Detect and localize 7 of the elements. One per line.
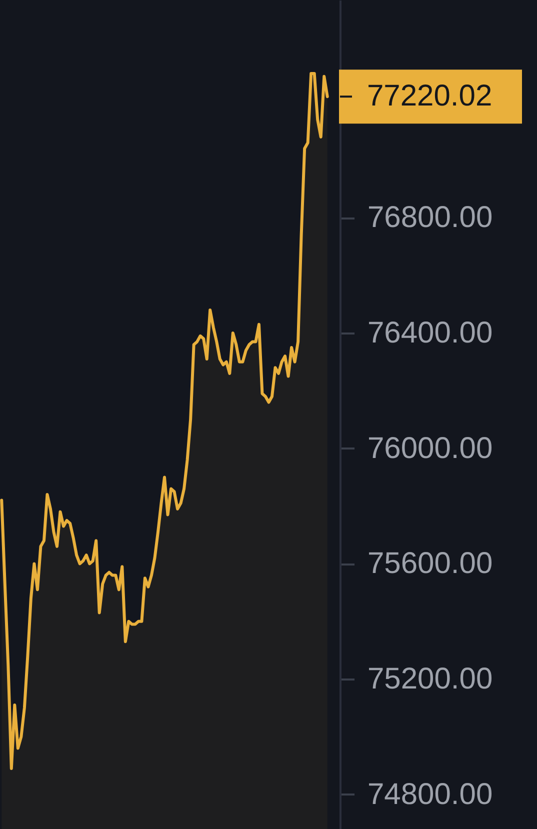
text: 77220.02 <box>367 80 492 113</box>
y-tick-label: 75200.00 <box>368 662 493 696</box>
y-tick-label: 76400.00 <box>368 316 493 350</box>
y-tick-label: 75600.00 <box>368 547 493 580</box>
y-tick-label: 76000.00 <box>368 432 493 465</box>
y-tick-label: 74800.00 <box>368 778 493 811</box>
y-tick-label: 76800.00 <box>368 201 493 234</box>
